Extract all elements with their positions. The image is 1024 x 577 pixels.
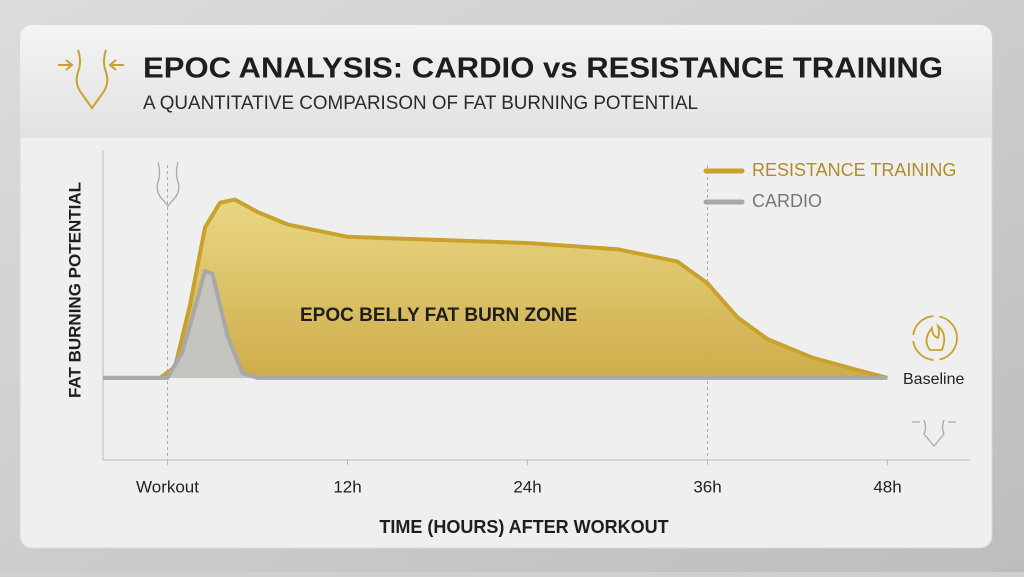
series-area <box>103 199 888 378</box>
y-axis-label: FAT BURNING POTENTIAL <box>65 182 84 398</box>
x-tick-label: Workout <box>136 477 199 496</box>
fire-icon <box>912 315 958 361</box>
legend-label: RESISTANCE TRAINING <box>752 160 956 180</box>
legend-label: CARDIO <box>752 191 822 211</box>
header <box>20 25 992 138</box>
annotation: Baseline <box>903 371 964 388</box>
chart-title: EPOC ANALYSIS: CARDIO vs RESISTANCE TRAI… <box>143 53 943 85</box>
x-axis-label: TIME (HOURS) AFTER WORKOUT <box>379 517 668 537</box>
x-tick-label: 24h <box>513 477 541 496</box>
waist-icon <box>58 49 124 110</box>
body-icon <box>156 161 956 448</box>
series-line <box>103 268 888 380</box>
x-tick-label: 12h <box>333 477 361 496</box>
series-line <box>103 197 889 380</box>
series-area <box>103 270 888 378</box>
chart-subtitle: A QUANTITATIVE COMPARISON OF FAT BURNING… <box>143 93 698 114</box>
plot <box>103 165 889 460</box>
x-tick-label: 36h <box>693 477 721 496</box>
x-tick-label: 48h <box>873 477 901 496</box>
annotation: EPOC BELLY FAT BURN ZONE <box>300 305 577 326</box>
